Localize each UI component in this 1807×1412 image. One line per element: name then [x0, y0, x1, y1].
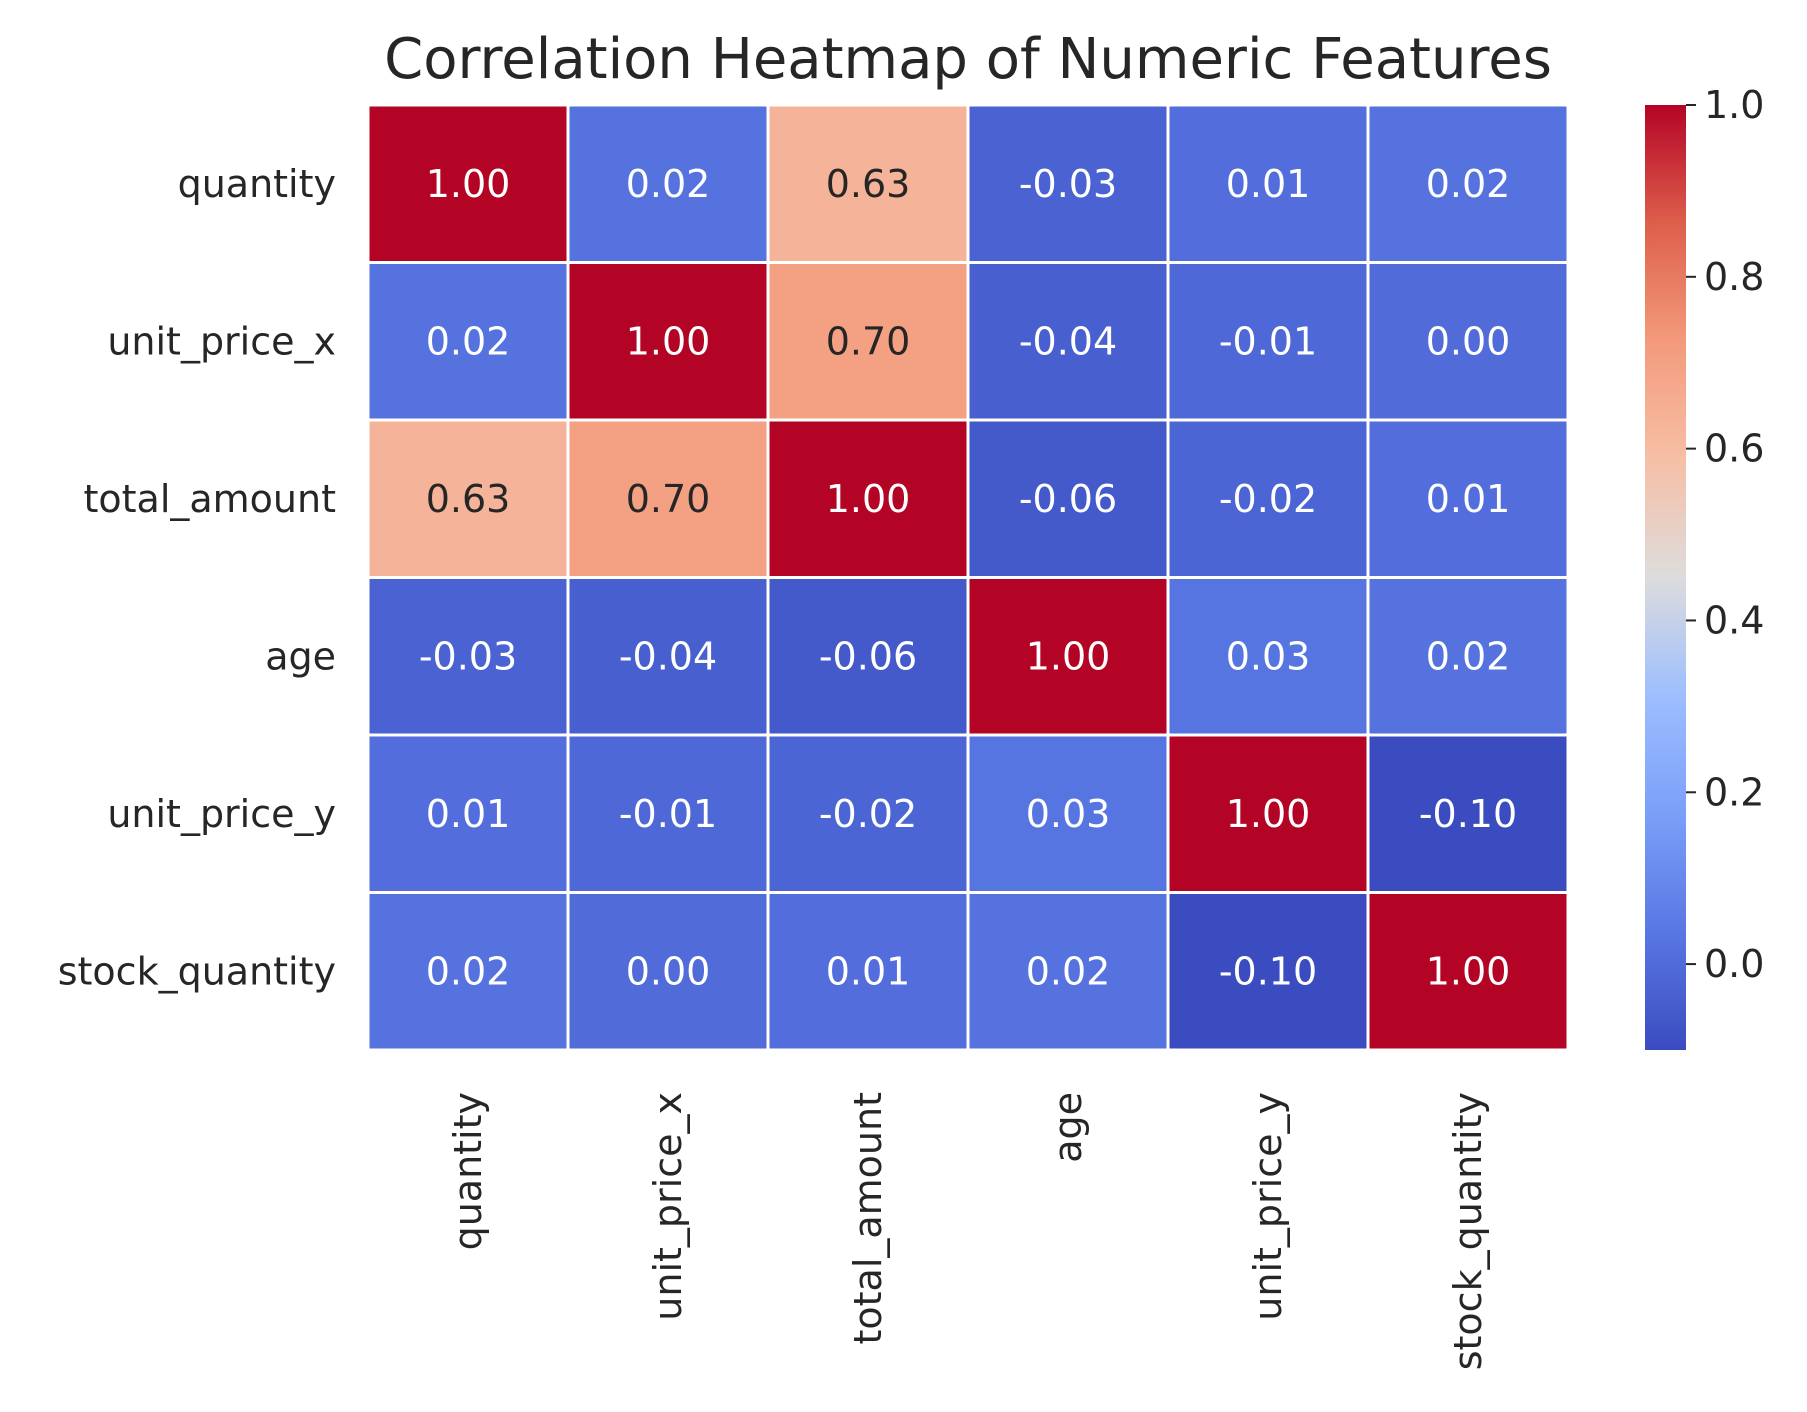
cell-value-label-2-2: 1.00: [826, 477, 911, 521]
heatmap-cell-0-1: [566, 103, 770, 264]
colorbar-tick-label-3: 0.6: [1704, 427, 1764, 471]
heatmap-cell-0-2: [766, 103, 970, 264]
row-label-unit_price_x: unit_price_x: [107, 319, 336, 363]
heatmap-cell-0-5: [1366, 103, 1570, 264]
row-label-unit_price_y: unit_price_y: [107, 792, 336, 836]
column-label-total_amount: total_amount: [846, 1092, 890, 1345]
cell-value-label-5-2: 0.01: [826, 949, 911, 993]
column-label-quantity: quantity: [446, 1092, 490, 1250]
cell-value-label-2-0: 0.63: [426, 477, 511, 521]
cell-value-label-5-1: 0.00: [626, 949, 711, 993]
heatmap-cell-3-5: [1366, 576, 1570, 737]
column-label-age: age: [1046, 1092, 1090, 1163]
cell-value-label-1-3: -0.04: [1019, 319, 1117, 363]
cell-value-label-0-1: 0.02: [626, 162, 711, 206]
heatmap-cell-2-1: [566, 418, 770, 579]
heatmap-cell-5-3: [966, 891, 1170, 1052]
cell-value-label-4-0: 0.01: [426, 792, 511, 836]
colorbar-tick-label-0: 0.0: [1704, 942, 1764, 986]
heatmap-cell-4-3: [966, 733, 1170, 894]
heatmap-cell-4-2: [766, 733, 970, 894]
cell-value-label-0-0: 1.00: [426, 162, 511, 206]
heatmap-cell-2-4: [1166, 418, 1370, 579]
cell-value-label-4-1: -0.01: [619, 792, 717, 836]
row-label-quantity: quantity: [178, 162, 336, 206]
heatmap-cell-2-5: [1366, 418, 1570, 579]
heatmap-cell-3-2: [766, 576, 970, 737]
heatmap-cells: 1.00 0.02 0.63 -0.03 0.01 0.02 0.02 1.00 0.70 -0.…: [366, 103, 1570, 1052]
heatmap-cell-1-5: [1366, 261, 1570, 422]
heatmap-cell-1-1: [566, 261, 770, 422]
column-label-unit_price_x: unit_price_x: [646, 1092, 690, 1321]
cell-value-label-1-1: 1.00: [626, 319, 711, 363]
row-label-age: age: [265, 634, 336, 678]
heatmap-cell-1-3: [966, 261, 1170, 422]
heatmap-cell-5-4: [1166, 891, 1370, 1052]
cell-value-label-2-4: -0.02: [1219, 477, 1317, 521]
colorbar-tick-label-5: 1.0: [1704, 83, 1764, 127]
heatmap-cell-3-1: [566, 576, 770, 737]
heatmap-cell-4-0: [366, 733, 570, 894]
row-label-stock_quantity: stock_quantity: [58, 949, 336, 993]
cell-value-label-3-0: -0.03: [419, 634, 517, 678]
cell-value-label-3-3: 1.00: [1026, 634, 1111, 678]
cell-value-label-1-4: -0.01: [1219, 319, 1317, 363]
cell-value-label-2-5: 0.01: [1426, 477, 1511, 521]
cell-value-label-4-5: -0.10: [1419, 792, 1517, 836]
colorbar-tick-label-1: 0.2: [1704, 770, 1764, 814]
cell-value-label-1-2: 0.70: [826, 319, 911, 363]
column-tick-labels: quantity unit_price_x total_amount age unit_…: [446, 1092, 1490, 1370]
heatmap-cell-4-4: [1166, 733, 1370, 894]
cell-value-label-0-4: 0.01: [1226, 162, 1311, 206]
cell-value-label-1-5: 0.00: [1426, 319, 1511, 363]
heatmap-cell-0-0: [366, 103, 570, 264]
colorbar: 0.0 0.2 0.4 0.6 0.8 1.0: [1645, 83, 1764, 1050]
cell-value-label-5-0: 0.02: [426, 949, 511, 993]
cell-value-label-3-1: -0.04: [619, 634, 717, 678]
cell-value-label-0-2: 0.63: [826, 162, 911, 206]
heatmap-cell-5-5: [1366, 891, 1570, 1052]
heatmap-cell-5-0: [366, 891, 570, 1052]
heatmap-cell-2-3: [966, 418, 1170, 579]
row-label-total_amount: total_amount: [83, 477, 336, 521]
cell-value-label-4-4: 1.00: [1226, 792, 1311, 836]
cell-value-label-2-1: 0.70: [626, 477, 711, 521]
cell-value-label-5-5: 1.00: [1426, 949, 1511, 993]
cell-value-label-4-2: -0.02: [819, 792, 917, 836]
cell-value-label-5-4: -0.10: [1219, 949, 1317, 993]
column-label-stock_quantity: stock_quantity: [1446, 1092, 1490, 1370]
colorbar-gradient: [1645, 105, 1686, 1050]
cell-value-label-4-3: 0.03: [1026, 792, 1111, 836]
column-label-unit_price_y: unit_price_y: [1246, 1092, 1290, 1321]
heatmap-cell-3-0: [366, 576, 570, 737]
cell-value-label-0-3: -0.03: [1019, 162, 1117, 206]
cell-value-label-3-5: 0.02: [1426, 634, 1511, 678]
cell-value-label-2-3: -0.06: [1019, 477, 1117, 521]
chart-title: Correlation Heatmap of Numeric Features: [384, 27, 1552, 92]
colorbar-tick-label-2: 0.4: [1704, 598, 1764, 642]
cell-value-label-1-0: 0.02: [426, 319, 511, 363]
colorbar-tick-label-4: 0.8: [1704, 255, 1764, 299]
heatmap-cell-3-3: [966, 576, 1170, 737]
cell-value-label-3-2: -0.06: [819, 634, 917, 678]
cell-value-label-3-4: 0.03: [1226, 634, 1311, 678]
heatmap-cell-4-5: [1366, 733, 1570, 894]
heatmap-cell-3-4: [1166, 576, 1370, 737]
cell-value-label-5-3: 0.02: [1026, 949, 1111, 993]
cell-value-label-0-5: 0.02: [1426, 162, 1511, 206]
